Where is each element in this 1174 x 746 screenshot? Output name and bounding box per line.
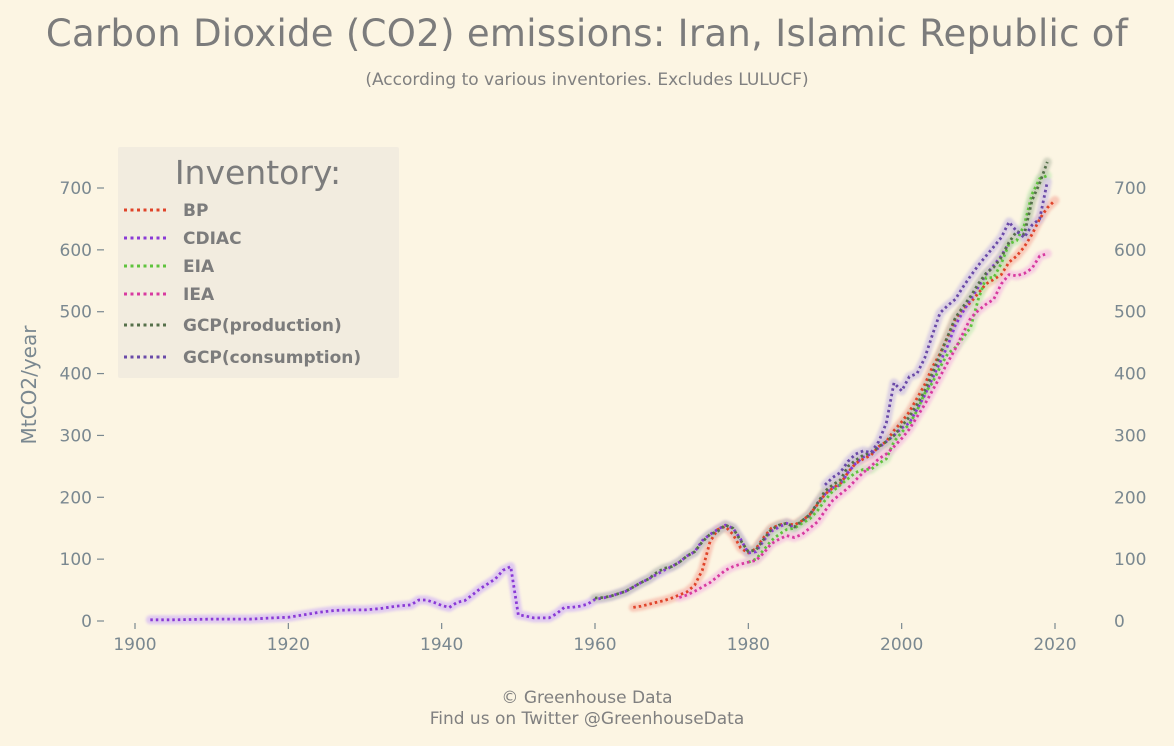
legend-box (118, 147, 399, 378)
y-tick-label-right: 500 (1114, 303, 1146, 323)
legend-label: IEA (183, 285, 215, 305)
x-tick-label: 1920 (267, 635, 310, 655)
y-tick-label-left: 200 (60, 488, 92, 508)
y-tick-label-right: 300 (1114, 426, 1146, 446)
chart-title: Carbon Dioxide (CO2) emissions: Iran, Is… (45, 12, 1129, 55)
footer-copyright: © Greenhouse Data (501, 688, 673, 708)
y-tick-label-left: 700 (60, 179, 92, 199)
chart-subtitle: (According to various inventories. Exclu… (365, 70, 809, 90)
y-tick-label-left: 500 (60, 303, 92, 323)
y-tick-label-right: 100 (1114, 550, 1146, 570)
y-tick-label-right: 700 (1114, 179, 1146, 199)
x-tick-label: 1940 (420, 635, 463, 655)
series-lines (150, 161, 1056, 622)
y-tick-label-left: 100 (60, 550, 92, 570)
legend-label: EIA (183, 257, 215, 277)
series-line-gcp-consumption- (824, 181, 1049, 486)
y-tick-label-right: 0 (1114, 612, 1125, 632)
series-line-bp (633, 199, 1056, 609)
x-tick-label: 1980 (727, 635, 770, 655)
series-line-cdiac (150, 241, 1011, 622)
footer-twitter: Find us on Twitter @GreenhouseData (429, 709, 745, 729)
y-tick-label-left: 300 (60, 426, 92, 446)
legend-items: BP CDIAC EIA IEA GCP(production) GCP(consumpt… (124, 201, 361, 368)
y-tick-label-left: 0 (81, 612, 92, 632)
y-axis-label: MtCO2/year (17, 325, 41, 445)
series-line-gcp-production- (594, 161, 1049, 600)
y-tick-label-left: 400 (60, 365, 92, 385)
legend-label: GCP(production) (183, 316, 342, 336)
y-tick-label-right: 600 (1114, 241, 1146, 261)
x-tick-label: 1900 (113, 635, 156, 655)
series-line-eia (747, 174, 1048, 564)
legend: Inventory: BP CDIAC EIA IEA GCP(production) G… (118, 147, 399, 378)
y-tick-label-right: 200 (1114, 488, 1146, 508)
legend-label: BP (183, 201, 208, 221)
series-glow-4 (590, 157, 1052, 603)
axes: 1900 1920 1940 1960 1980 2000 2020 0 0 100 100 200 2… (17, 179, 1146, 655)
y-tick-label-right: 400 (1114, 365, 1146, 385)
legend-label: CDIAC (183, 229, 242, 249)
x-tick-label: 1960 (573, 635, 616, 655)
series-line-iea (678, 252, 1048, 599)
x-tick-label: 2000 (880, 635, 923, 655)
y-tick-label-left: 600 (60, 241, 92, 261)
legend-label: GCP(consumption) (183, 348, 361, 368)
x-tick-label: 2020 (1033, 635, 1076, 655)
footer: © Greenhouse Data Find us on Twitter @Gr… (0, 688, 1174, 730)
series-glow-5 (820, 177, 1052, 490)
legend-title: Inventory: (175, 153, 341, 192)
